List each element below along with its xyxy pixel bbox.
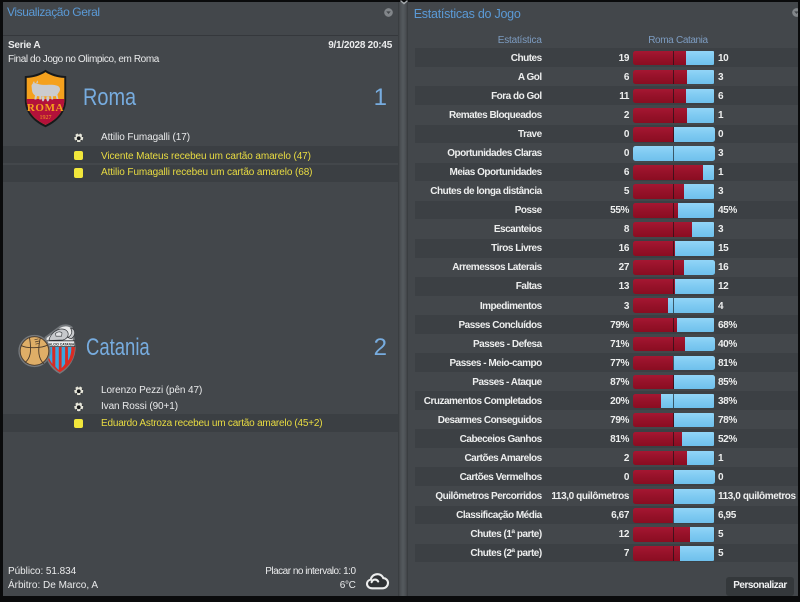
svg-text:1927: 1927 <box>39 115 51 121</box>
svg-text:ROMA: ROMA <box>27 102 64 114</box>
svg-text:CALCIO CATANIA: CALCIO CATANIA <box>46 342 75 346</box>
